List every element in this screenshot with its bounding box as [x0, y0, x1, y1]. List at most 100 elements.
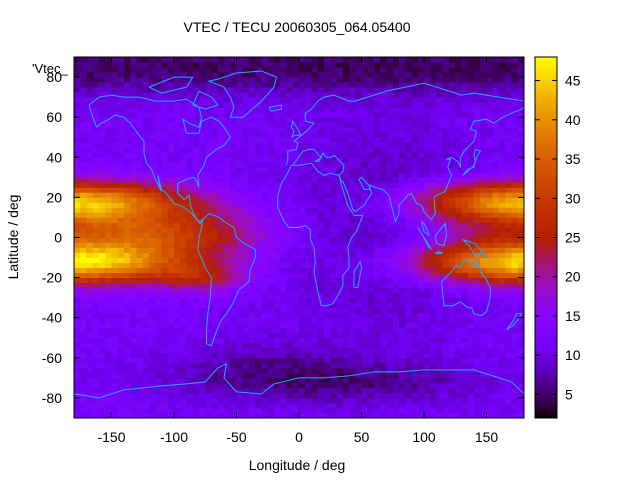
heatmap-cell: [217, 407, 225, 414]
heatmap-cell: [92, 377, 100, 384]
heatmap-cell: [155, 387, 162, 394]
heatmap-cell: [330, 157, 337, 163]
heatmap-cell: [430, 327, 437, 334]
heatmap-cell: [99, 237, 106, 243]
heatmap-cell: [199, 247, 206, 253]
heatmap-cell: [130, 362, 137, 369]
heatmap-cell: [505, 272, 512, 279]
heatmap-cell: [186, 302, 194, 309]
heatmap-cell: [367, 97, 375, 103]
heatmap-cell: [236, 122, 244, 128]
heatmap-cell: [455, 277, 462, 284]
heatmap-cell: [480, 122, 487, 128]
heatmap-cell: [142, 347, 150, 354]
heatmap-cell: [199, 87, 206, 93]
heatmap-cell: [224, 377, 231, 384]
heatmap-cell: [180, 87, 187, 93]
heatmap-cell: [386, 397, 394, 404]
heatmap-cell: [467, 232, 475, 238]
heatmap-cell: [330, 107, 337, 113]
heatmap-cell: [261, 267, 269, 273]
heatmap-cell: [167, 132, 175, 138]
heatmap-cell: [361, 247, 369, 253]
heatmap-cell: [361, 162, 369, 168]
heatmap-cell: [149, 272, 156, 279]
heatmap-cell: [161, 397, 169, 404]
heatmap-cell: [155, 337, 162, 344]
heatmap-cell: [467, 132, 475, 138]
heatmap-cell: [499, 272, 506, 279]
heatmap-cell: [486, 327, 494, 334]
heatmap-cell: [261, 342, 269, 349]
heatmap-cell: [274, 97, 281, 103]
heatmap-cell: [386, 212, 394, 218]
heatmap-cell: [86, 302, 94, 309]
heatmap-cell: [236, 197, 244, 203]
heatmap-cell: [242, 247, 250, 253]
heatmap-cell: [286, 337, 294, 344]
heatmap-cell: [305, 392, 312, 399]
heatmap-cell: [286, 77, 294, 83]
heatmap-cell: [274, 332, 281, 339]
heatmap-cell: [449, 127, 456, 133]
heatmap-cell: [311, 152, 319, 158]
heatmap-cell: [442, 297, 450, 304]
heatmap-cell: [242, 57, 250, 63]
heatmap-cell: [367, 292, 375, 299]
heatmap-cell: [311, 277, 319, 284]
heatmap-cell: [224, 132, 231, 138]
heatmap-cell: [111, 97, 119, 103]
heatmap-cell: [461, 262, 469, 268]
heatmap-cell: [411, 307, 419, 314]
heatmap-cell: [455, 252, 462, 258]
heatmap-cell: [280, 362, 287, 369]
heatmap-cell: [205, 222, 212, 228]
heatmap-cell: [192, 327, 200, 334]
heatmap-cell: [349, 252, 356, 258]
heatmap-cell: [486, 392, 494, 399]
heatmap-cell: [249, 337, 256, 344]
heatmap-cell: [80, 282, 87, 289]
heatmap-cell: [192, 342, 200, 349]
heatmap-cell: [242, 262, 250, 268]
heatmap-cell: [99, 217, 106, 223]
heatmap-cell: [267, 332, 275, 339]
heatmap-cell: [392, 237, 400, 243]
heatmap-cell: [261, 397, 269, 404]
heatmap-cell: [417, 107, 425, 113]
heatmap-cell: [386, 327, 394, 334]
heatmap-cell: [111, 257, 119, 263]
heatmap-cell: [167, 62, 175, 68]
heatmap-cell: [480, 157, 487, 163]
heatmap-cell: [130, 307, 137, 314]
heatmap-cell: [499, 92, 506, 98]
heatmap-cell: [236, 377, 244, 384]
heatmap-cell: [211, 232, 219, 238]
heatmap-cell: [74, 367, 81, 374]
heatmap-cell: [167, 252, 175, 258]
heatmap-cell: [174, 322, 181, 329]
heatmap-cell: [217, 277, 225, 284]
heatmap-cell: [499, 117, 506, 123]
heatmap-cell: [199, 277, 206, 284]
heatmap-cell: [405, 367, 412, 374]
heatmap-cell: [361, 62, 369, 68]
heatmap-cell: [499, 162, 506, 168]
heatmap-cell: [242, 197, 250, 203]
heatmap-cell: [349, 377, 356, 384]
heatmap-cell: [417, 282, 425, 289]
heatmap-cell: [367, 187, 375, 193]
heatmap-cell: [311, 247, 319, 253]
heatmap-cell: [149, 252, 156, 258]
heatmap-cell: [386, 152, 394, 158]
heatmap-cell: [130, 117, 137, 123]
heatmap-cell: [442, 122, 450, 128]
heatmap-cell: [236, 287, 244, 294]
heatmap-cell: [436, 337, 444, 344]
heatmap-cell: [486, 177, 494, 183]
heatmap-cell: [167, 157, 175, 163]
heatmap-cell: [86, 337, 94, 344]
heatmap-cell: [124, 162, 131, 168]
heatmap-cell: [405, 212, 412, 218]
heatmap-cell: [480, 187, 487, 193]
